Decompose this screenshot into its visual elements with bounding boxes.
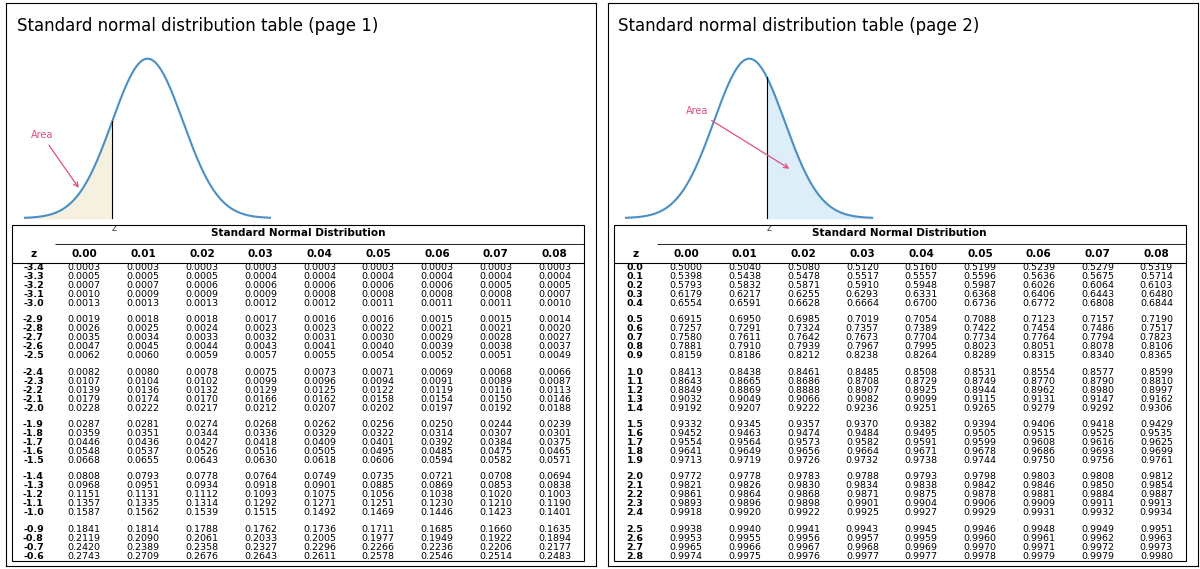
Text: Standard normal distribution table (page 1): Standard normal distribution table (page…: [17, 17, 378, 35]
Text: Standard normal distribution table (page 2): Standard normal distribution table (page…: [618, 17, 979, 35]
